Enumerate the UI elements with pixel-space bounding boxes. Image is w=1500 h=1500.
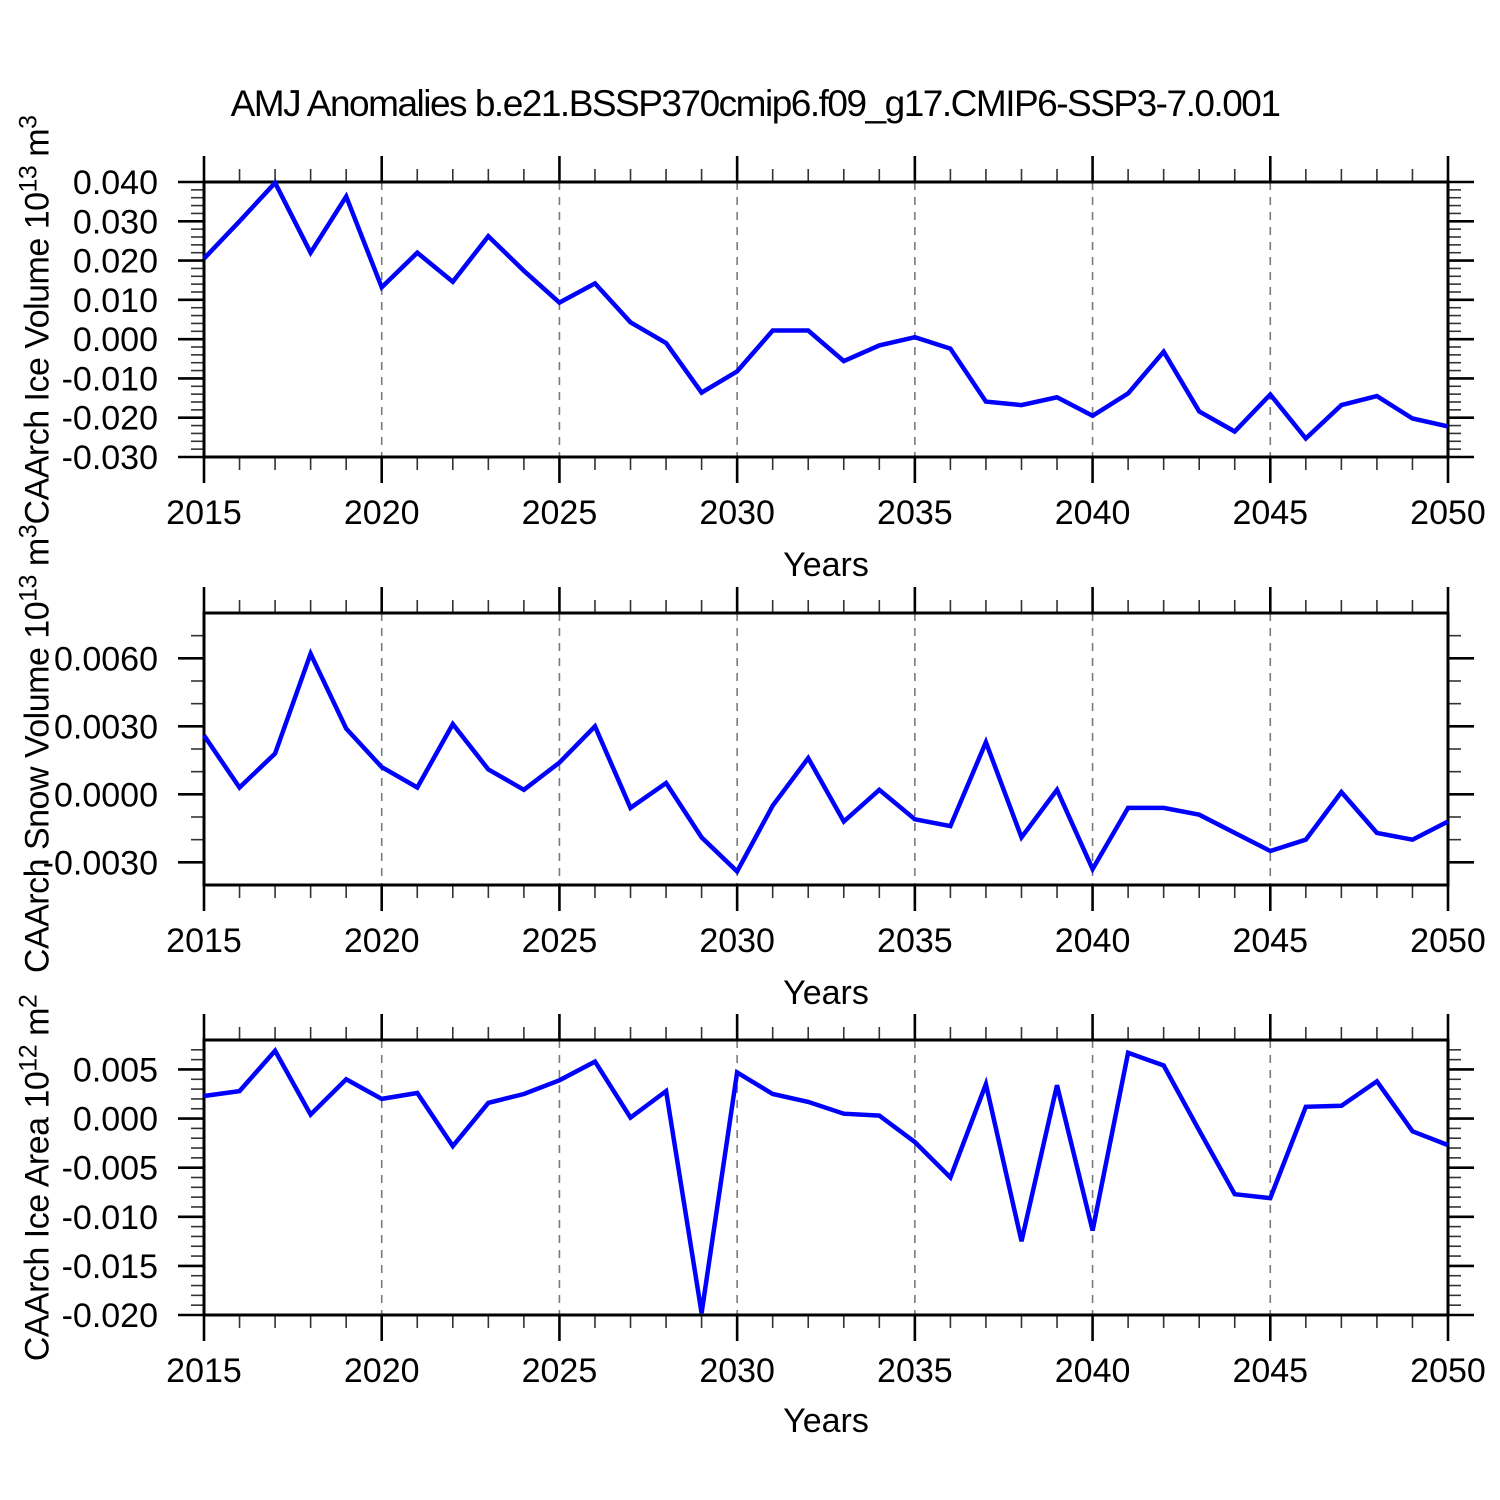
x-tick-label: 2030 [699, 922, 775, 960]
panel-1-y-tick-labels: 0.0400.0300.0200.0100.000-0.010-0.020-0.… [62, 164, 158, 477]
panel-2-x-tick-labels: 2015 2020 2025 2030 2035 2040 2045 2050 [166, 922, 1486, 960]
chart-title: AMJ Anomalies b.e21.BSSP370cmip6.f09_g17… [230, 83, 1281, 124]
x-tick-label: 2025 [522, 494, 598, 532]
x-tick-label: 2035 [877, 494, 953, 532]
y-tick-label: 0.0030 [54, 708, 158, 746]
x-tick-label: 2020 [344, 922, 420, 960]
panel-1-x-axis-title: Years [783, 546, 869, 584]
x-tick-label: 2035 [877, 922, 953, 960]
panel-2-data-line [202, 647, 1450, 876]
y-tick-label: -0.0030 [43, 844, 158, 882]
y-tick-label: -0.015 [62, 1248, 158, 1286]
x-tick-label: 2020 [344, 1352, 420, 1390]
y-tick-label: 0.030 [73, 203, 158, 241]
x-tick-label: 2030 [699, 494, 775, 532]
y-tick-label: 0.0060 [54, 640, 158, 678]
panel-2-y-tick-labels: 0.0060 0.0030 0.0000 -0.0030 [43, 640, 158, 882]
x-tick-label: 2050 [1410, 494, 1486, 532]
panel-3-x-axis-title: Years [783, 1402, 869, 1440]
x-tick-label: 2045 [1232, 922, 1308, 960]
x-tick-label: 2040 [1055, 1352, 1131, 1390]
y-tick-label: -0.020 [62, 1297, 158, 1335]
y-tick-label: -0.010 [62, 1199, 158, 1237]
y-tick-label: 0.010 [73, 282, 158, 320]
x-tick-label: 2045 [1232, 494, 1308, 532]
x-tick-label: 2040 [1055, 922, 1131, 960]
panel-2-graphics: 0.0060 0.0030 0.0000 -0.0030 2015 2020 2025 203… [43, 587, 1486, 960]
x-tick-label: 2040 [1055, 494, 1131, 532]
panel-3-y-tick-labels: 0.005 0.000 -0.005 -0.010 -0.015 -0.020 [62, 1051, 158, 1335]
y-tick-label: -0.030 [62, 439, 158, 477]
x-tick-label: 2025 [522, 922, 598, 960]
panel-2-x-axis-title: Years [783, 974, 869, 1012]
y-tick-label: -0.020 [62, 400, 158, 438]
panel-1-x-tick-labels: 2015 2020 2025 2030 2035 2040 2045 2050 [166, 494, 1486, 532]
x-tick-label: 2050 [1410, 922, 1486, 960]
x-tick-label: 2020 [344, 494, 420, 532]
y-tick-label: 0.000 [73, 1101, 158, 1139]
x-tick-label: 2025 [522, 1352, 598, 1390]
panel-3-x-tick-labels: 2015 2020 2025 2030 2035 2040 2045 2050 [166, 1352, 1486, 1390]
panel-1-data-line [202, 178, 1449, 442]
y-tick-label: 0.040 [73, 164, 158, 202]
panel-3-data-line [203, 1046, 1449, 1314]
y-tick-label: 0.000 [73, 321, 158, 359]
x-tick-label: 2015 [166, 1352, 242, 1390]
y-tick-label: -0.010 [62, 360, 158, 398]
x-tick-label: 2035 [877, 1352, 953, 1390]
x-tick-label: 2015 [166, 494, 242, 532]
x-tick-label: 2045 [1232, 1352, 1308, 1390]
x-tick-label: 2015 [166, 922, 242, 960]
y-tick-label: 0.020 [73, 243, 158, 281]
panel-1-frame [202, 180, 1450, 459]
x-tick-label: 2030 [699, 1352, 775, 1390]
y-tick-label: -0.005 [62, 1150, 158, 1188]
y-tick-label: 0.005 [73, 1051, 158, 1089]
panel-2-frame [202, 611, 1450, 887]
y-tick-label: 0.0000 [54, 776, 158, 814]
panel-3-frame [202, 1038, 1450, 1317]
x-tick-label: 2050 [1410, 1352, 1486, 1390]
panel-1-graphics: 0.0400.0300.0200.0100.000-0.010-0.020-0.… [62, 156, 1486, 532]
